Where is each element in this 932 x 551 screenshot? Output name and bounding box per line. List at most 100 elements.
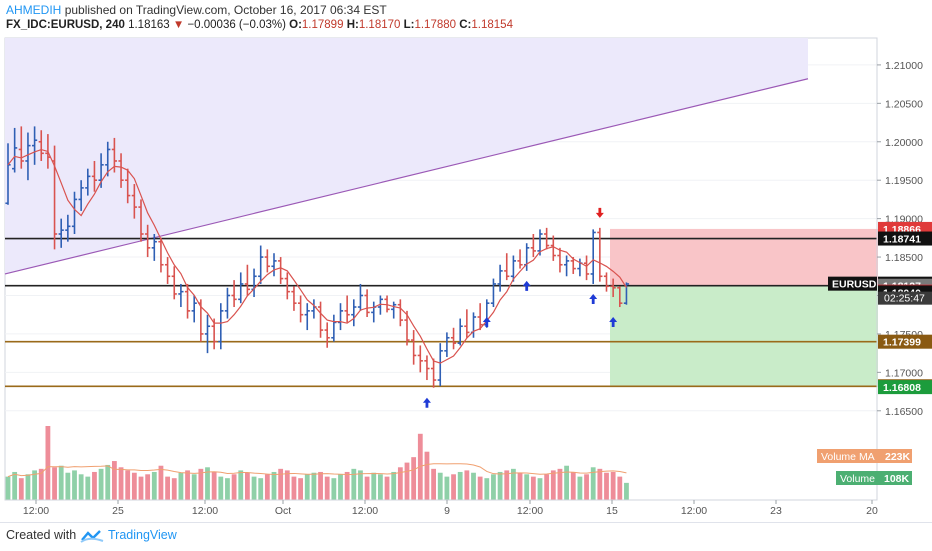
volume-bar [52,467,57,500]
ohlc-bar [450,327,457,350]
symbol-tag: EURUSD [832,279,877,291]
volume-bar [145,474,151,500]
volume-bar [98,468,104,500]
ohlc-bar [490,278,497,308]
ohlc-bar [78,180,84,211]
ohlc-bar [557,247,563,273]
ohlc-bar [284,272,290,300]
chart-header: AHMEDIH published on TradingView.com, Oc… [0,0,932,36]
volume-bar [584,474,589,500]
volume-bar [165,476,170,500]
ohlc-bar [590,229,596,284]
price-label-box [878,334,932,349]
ohlc-bar [564,255,570,277]
volume-bar [604,472,609,500]
volume-ma-tag-box [817,449,912,463]
price-tick-label: 1.16500 [885,406,923,418]
ohlc-bar [550,235,556,261]
volume-bar [151,471,157,500]
ohlc-bar [384,295,390,313]
time-tick-label: 9 [444,505,450,517]
volume-bar [384,476,390,500]
ohlc-bar [337,303,344,331]
volume-bar [278,468,284,500]
volume-bar [218,476,224,500]
volume-bar [504,470,510,500]
price-tick-label: 1.17000 [885,367,923,379]
price-label-box [878,231,932,246]
buy-arrow-icon [482,317,491,328]
ohlc-bar [344,295,350,323]
volume-bar [424,451,430,500]
symbol-tag-box [828,276,877,291]
volume-bar [544,474,550,500]
time-tick-label: 23 [770,505,782,517]
ohlc-bar [218,303,224,350]
ohlc-bar [71,191,78,234]
countdown-box [878,291,932,305]
ohlc-bar [583,255,590,281]
ohlc-bar [158,237,164,273]
volume-bar [511,468,516,500]
tradingview-brand-link[interactable]: TradingView [108,528,177,542]
volume-bar [477,476,483,500]
ohlc-bar [351,299,357,327]
price-label: 1.17399 [883,337,921,349]
volume-bar [158,465,164,500]
volume-bar [378,474,383,500]
ohlc-bar [224,287,231,319]
volume-bar [484,478,490,500]
volume-bar [557,468,563,500]
low-value: 1.17880 [414,19,457,31]
low-label: L: [403,19,415,31]
volume-bar [5,476,11,500]
volume-bar [138,476,144,500]
volume-bar [624,482,629,500]
volume-bar [191,474,197,500]
volume-bar [590,467,596,500]
ohlc-bar [397,299,403,327]
price-chart[interactable]: 1.210001.205001.200001.195001.190001.185… [0,0,932,522]
volume-bar [577,476,583,500]
ohlc-bar [85,168,91,196]
ohlc-bar [497,264,503,292]
ohlc-bar [457,318,463,346]
volume-bar [18,478,24,500]
volume-bar [524,474,530,500]
volume-bar [464,470,470,500]
volume-bar [444,476,450,500]
time-tick-label: 12:00 [681,505,707,517]
ohlc-bar [417,345,423,373]
volume-bar [205,467,210,500]
volume-bar [284,470,290,500]
ohlc-bar [510,255,516,282]
volume-bar [38,468,44,500]
volume-bar [251,476,257,500]
volume-bar [112,461,117,500]
price-tick-label: 1.20500 [885,98,923,110]
ohlc-bar [271,253,277,277]
ohlc-bar [238,272,244,304]
ohlc-bar [165,257,171,284]
ohlc-bar [530,234,536,258]
volume-bar [118,467,124,500]
volume-tag-box [836,471,912,485]
ohlc-bar [570,257,576,274]
volume-bar [78,474,84,500]
down-arrow-icon: ▼ [172,19,185,31]
ohlc-bar [244,264,250,296]
buy-arrow-icon [589,293,598,304]
volume-bar [311,472,317,500]
volume-ma-label: Volume MA [821,451,875,463]
buy-arrow-icon [522,280,531,291]
ohlc-bar [38,130,44,161]
volume-bar [264,474,270,500]
ohlc-bar [12,127,18,173]
volume-bar [550,470,556,500]
author-link[interactable]: AHMEDIH [6,3,62,17]
ohlc-bar [317,301,324,338]
buy-arrow-icon [609,317,618,328]
time-tick-label: 15 [606,505,618,517]
volume-bar [72,470,77,500]
ohlc-bar [298,295,304,323]
